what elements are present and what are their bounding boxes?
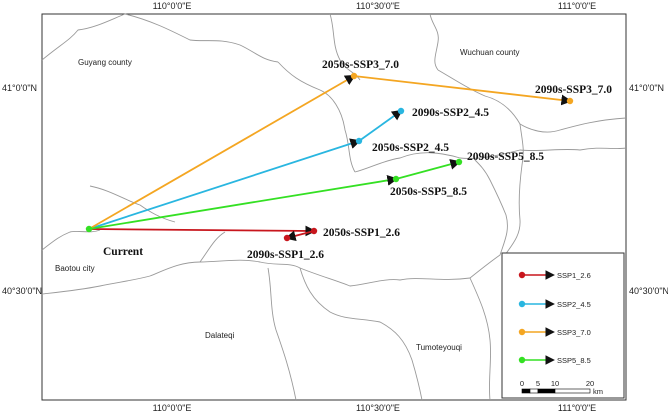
- shift-routes: [88, 74, 573, 242]
- legend-label-ssp3: SSP3_7.0: [557, 328, 591, 337]
- point-ssp2-2050: [355, 137, 363, 145]
- scale-seg-2: [529, 388, 539, 394]
- coord-top-110-30: 110°30'0"E: [356, 1, 400, 11]
- route-ssp2-current-2050: [88, 138, 362, 230]
- legend: SSP1_2.6 SSP2_4.5 SSP3_7.0 SSP5_8.5 0 5 …: [501, 252, 625, 399]
- coord-top-111: 111°0'0"E: [558, 1, 596, 11]
- scale-seg-1: [521, 388, 531, 394]
- legend-item-ssp2: SSP2_4.5: [518, 299, 591, 309]
- scale-seg-4: [554, 388, 591, 394]
- legend-item-ssp3: SSP3_7.0: [518, 327, 591, 337]
- route-ssp3-current-2050: [88, 74, 356, 230]
- legend-label-ssp1: SSP1_2.6: [557, 271, 591, 280]
- coord-right-40-30: 40°30'0"N: [629, 286, 668, 296]
- scale-tick-10: 10: [551, 379, 559, 388]
- route-ssp3-2050-2090: [353, 75, 573, 106]
- coord-left-40-30: 40°30'0"N: [2, 286, 42, 296]
- point-ssp3-2050: [350, 72, 358, 80]
- coord-bottom-110-30: 110°30'0"E: [356, 403, 400, 413]
- coord-left-41: 41°0'0"N: [2, 83, 37, 93]
- top-coordinates: 110°0'0"E 110°30'0"E 111°0'0"E: [153, 1, 597, 11]
- county-guyang: Guyang county: [78, 58, 132, 67]
- point-labels: Current 2050s-SSP1_2.6 2090s-SSP1_2.6 20…: [103, 59, 612, 261]
- route-ssp5-current-2050: [88, 175, 399, 230]
- label-current: Current: [103, 246, 143, 258]
- scale-tick-5: 5: [536, 379, 540, 388]
- centroid-points: [85, 72, 574, 242]
- point-ssp2-2090: [397, 107, 405, 115]
- legend-label-ssp5: SSP5_8.5: [557, 356, 591, 365]
- coord-top-110: 110°0'0"E: [153, 1, 192, 11]
- right-coordinates: 41°0'0"N 40°30'0"N: [629, 83, 668, 296]
- label-ssp3-2090: 2090s-SSP3_7.0: [535, 84, 612, 96]
- bottom-coordinates: 110°0'0"E 110°30'0"E 111°0'0"E: [153, 403, 597, 413]
- scale-unit: km: [593, 387, 603, 396]
- route-ssp5-2050-2090: [395, 159, 462, 180]
- route-ssp1-current-2050: [88, 225, 317, 237]
- county-dalateqi: Dalateqi: [205, 331, 235, 340]
- label-ssp1-2090: 2090s-SSP1_2.6: [247, 249, 324, 261]
- left-coordinates: 41°0'0"N 40°30'0"N: [2, 83, 42, 296]
- label-ssp5-2090: 2090s-SSP5_8.5: [467, 151, 544, 163]
- scale-seg-3: [537, 388, 556, 394]
- label-ssp2-2090: 2090s-SSP2_4.5: [412, 107, 489, 119]
- label-ssp1-2050: 2050s-SSP1_2.6: [323, 227, 400, 239]
- county-boundaries: [41, 13, 627, 401]
- county-wuchuan: Wuchuan county: [460, 48, 519, 57]
- scale-tick-20: 20: [586, 379, 594, 388]
- coord-right-41: 41°0'0"N: [629, 83, 664, 93]
- label-ssp2-2050: 2050s-SSP2_4.5: [372, 142, 449, 154]
- point-ssp1-2090: [283, 234, 291, 242]
- point-current: [85, 225, 93, 233]
- scale-tick-0: 0: [520, 379, 524, 388]
- legend-label-ssp2: SSP2_4.5: [557, 300, 591, 309]
- coord-bottom-110: 110°0'0"E: [153, 403, 192, 413]
- route-ssp1-2050-2090: [284, 230, 315, 242]
- point-ssp1-2050: [310, 227, 318, 235]
- point-ssp3-2090: [566, 97, 574, 105]
- label-ssp5-2050: 2050s-SSP5_8.5: [390, 186, 467, 198]
- legend-item-ssp1: SSP1_2.6: [518, 270, 591, 280]
- point-ssp5-2090: [455, 158, 463, 166]
- coord-bottom-111: 111°0'0"E: [558, 403, 596, 413]
- legend-item-ssp5: SSP5_8.5: [518, 355, 591, 365]
- scale-bar: 0 5 10 20 km: [520, 379, 603, 396]
- route-ssp2-2050-2090: [358, 109, 403, 142]
- county-tumoteyouqi: Tumoteyouqi: [416, 343, 462, 352]
- label-ssp3-2050: 2050s-SSP3_7.0: [322, 59, 399, 71]
- county-baotou: Baotou city: [55, 264, 95, 273]
- point-ssp5-2050: [392, 175, 400, 183]
